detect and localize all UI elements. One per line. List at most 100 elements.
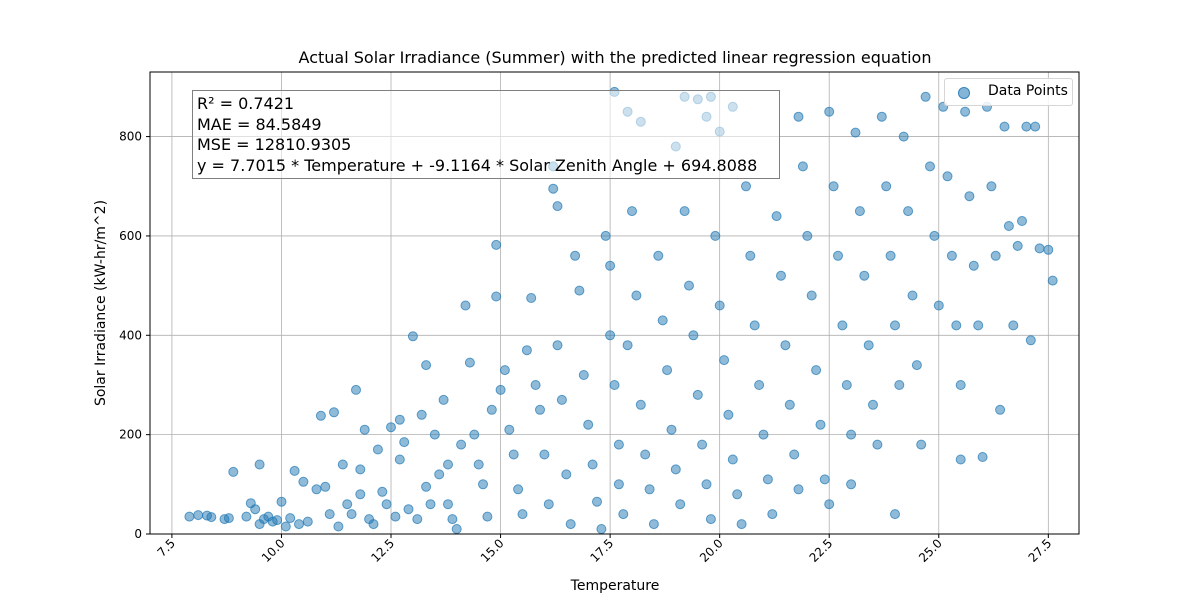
data-point xyxy=(736,519,747,530)
data-point xyxy=(578,370,589,380)
x-tick-label: 15.0 xyxy=(478,536,507,565)
data-point xyxy=(526,293,537,303)
x-tick-label: 27.5 xyxy=(1026,536,1055,565)
data-point xyxy=(565,519,576,530)
data-point xyxy=(368,519,379,530)
data-point xyxy=(995,404,1006,415)
data-point xyxy=(609,380,620,390)
data-point xyxy=(460,300,471,311)
x-axis-label: Temperature xyxy=(570,578,660,594)
data-point xyxy=(272,515,283,526)
data-point xyxy=(530,380,541,390)
data-point xyxy=(561,469,572,480)
data-point xyxy=(574,285,585,296)
data-point xyxy=(679,206,690,217)
x-ticks: 7.5 10.0 12.5 15.0 17.5 20.0 22.5 25.0 27.5 xyxy=(155,534,1055,565)
data-point xyxy=(946,250,957,261)
data-point xyxy=(898,131,909,142)
data-point xyxy=(907,290,918,301)
data-point xyxy=(1008,320,1019,331)
data-point xyxy=(872,439,883,450)
data-point xyxy=(600,230,611,241)
data-point xyxy=(193,510,204,521)
data-point xyxy=(675,499,686,510)
data-point xyxy=(662,365,673,376)
data-point xyxy=(1017,216,1027,226)
data-point xyxy=(570,250,581,261)
x-tick-label: 12.5 xyxy=(368,536,397,565)
data-point xyxy=(469,429,480,440)
data-point xyxy=(942,171,953,182)
data-point xyxy=(280,521,291,532)
data-point xyxy=(456,439,467,450)
data-point xyxy=(999,121,1010,132)
data-point xyxy=(754,380,765,390)
data-point xyxy=(688,330,699,341)
x-tick-label: 20.0 xyxy=(697,536,726,565)
data-point xyxy=(552,201,563,212)
data-point xyxy=(486,404,497,415)
data-point xyxy=(250,504,261,515)
data-point xyxy=(640,449,651,460)
data-point xyxy=(447,514,458,525)
data-point xyxy=(767,509,778,520)
data-points xyxy=(184,86,1058,534)
data-point xyxy=(697,439,708,450)
data-point xyxy=(618,509,629,520)
x-tick-label: 22.5 xyxy=(807,536,836,565)
data-point xyxy=(285,513,296,524)
x-tick-label: 25.0 xyxy=(916,536,945,565)
data-point xyxy=(386,422,396,433)
data-point xyxy=(850,127,861,138)
data-point xyxy=(223,513,234,524)
legend-marker-icon xyxy=(958,87,970,99)
data-point xyxy=(592,496,602,507)
data-point xyxy=(846,429,857,440)
data-point xyxy=(298,476,309,487)
data-point xyxy=(613,439,624,450)
data-point xyxy=(648,519,659,530)
y-tick-label: 0 xyxy=(134,527,142,541)
data-point xyxy=(324,509,335,520)
data-point xyxy=(289,465,300,476)
data-point xyxy=(228,466,239,477)
data-point xyxy=(315,410,326,421)
data-point xyxy=(811,365,822,376)
data-point xyxy=(443,499,453,510)
data-point xyxy=(657,315,668,326)
data-point xyxy=(916,439,927,450)
data-point xyxy=(535,404,545,415)
data-point xyxy=(337,459,348,470)
data-point xyxy=(381,499,392,510)
data-point xyxy=(254,459,265,470)
data-point xyxy=(727,454,738,465)
data-point xyxy=(1034,243,1045,254)
data-point xyxy=(241,511,252,522)
mae-text: MAE = 84.5849 xyxy=(197,114,322,134)
y-tick-label: 200 xyxy=(119,428,142,442)
data-point xyxy=(885,250,896,261)
data-point xyxy=(491,291,502,302)
data-point xyxy=(359,424,370,435)
data-point xyxy=(320,481,331,492)
data-point xyxy=(1012,240,1023,251)
y-tick-label: 600 xyxy=(119,229,142,243)
data-point xyxy=(556,394,567,405)
data-point xyxy=(372,444,383,455)
data-point xyxy=(421,481,432,492)
data-point xyxy=(758,429,769,440)
data-point xyxy=(333,521,344,532)
x-tick-label: 7.5 xyxy=(155,536,178,559)
y-axis-label: Solar Irradiance (kW-hr/m^2) xyxy=(93,199,109,407)
data-point xyxy=(925,161,935,172)
data-point xyxy=(1043,244,1054,255)
data-point xyxy=(434,469,445,480)
data-point xyxy=(745,250,756,261)
data-point xyxy=(184,511,195,522)
data-point xyxy=(394,414,405,425)
data-point xyxy=(802,230,813,241)
data-point xyxy=(973,320,984,331)
data-point xyxy=(342,499,353,510)
y-ticks: 0 200 400 600 800 xyxy=(119,130,150,541)
